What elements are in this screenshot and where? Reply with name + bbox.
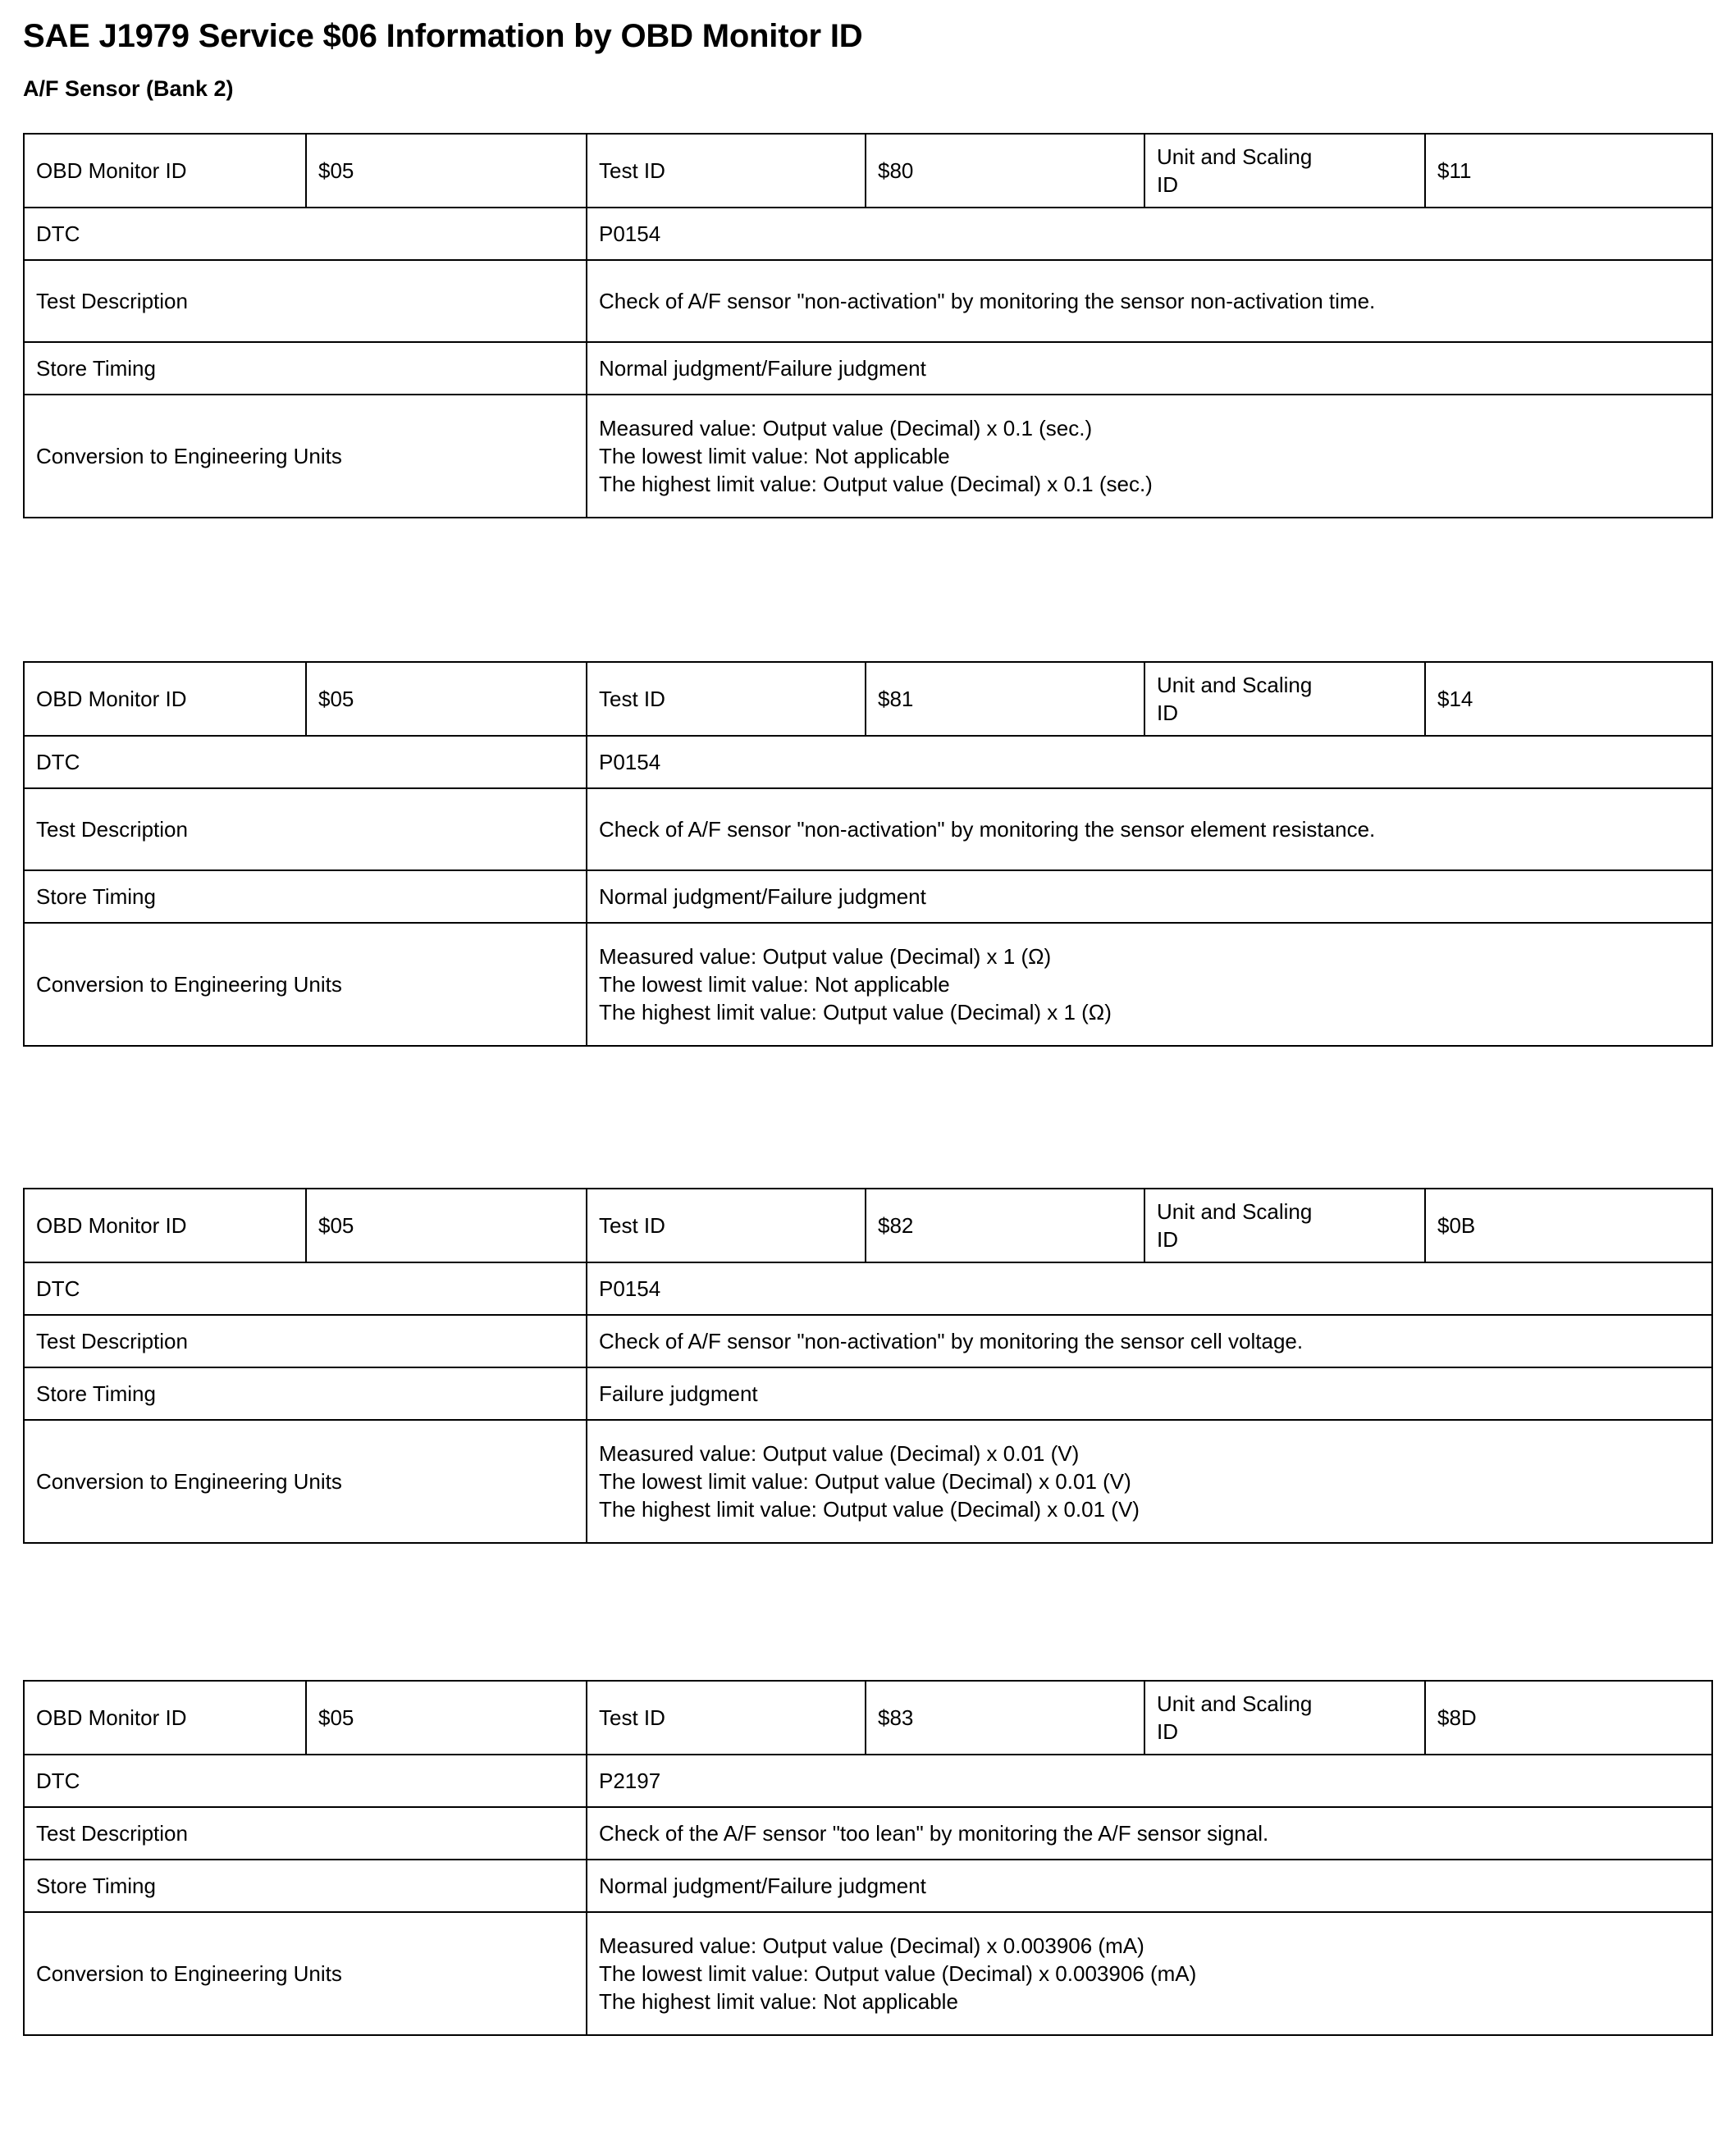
label-test-description: Test Description: [23, 787, 587, 871]
label-conversion: Conversion to Engineering Units: [23, 1911, 587, 2036]
table-row: OBD Monitor ID $05 Test ID $80 Unit and …: [23, 133, 1713, 208]
label-test-id: Test ID: [586, 661, 866, 737]
value-obd-monitor-id: $05: [305, 661, 587, 737]
table-row: Test Description Check of A/F sensor "no…: [23, 259, 1713, 343]
value-obd-monitor-id: $05: [305, 133, 587, 208]
value-conversion: Measured value: Output value (Decimal) x…: [586, 1419, 1713, 1544]
value-test-description: Check of A/F sensor "non-activation" by …: [586, 1314, 1713, 1368]
value-test-id: $81: [865, 661, 1145, 737]
value-test-description: Check of A/F sensor "non-activation" by …: [586, 259, 1713, 343]
table-row: Store Timing Normal judgment/Failure jud…: [23, 869, 1713, 924]
table-row: Store Timing Normal judgment/Failure jud…: [23, 1859, 1713, 1913]
value-unit-and-scaling-id: $11: [1424, 133, 1713, 208]
table-row: OBD Monitor ID $05 Test ID $82 Unit and …: [23, 1188, 1713, 1263]
value-obd-monitor-id: $05: [305, 1680, 587, 1755]
page-title: SAE J1979 Service $06 Information by OBD…: [23, 18, 863, 54]
value-store-timing: Normal judgment/Failure judgment: [586, 869, 1713, 924]
label-dtc: DTC: [23, 1262, 587, 1316]
label-test-id: Test ID: [586, 133, 866, 208]
table-row: Store Timing Failure judgment: [23, 1367, 1713, 1421]
value-dtc: P0154: [586, 735, 1713, 789]
value-test-description: Check of the A/F sensor "too lean" by mo…: [586, 1806, 1713, 1860]
table-row: Conversion to Engineering Units Measured…: [23, 1419, 1713, 1544]
value-store-timing: Failure judgment: [586, 1367, 1713, 1421]
label-conversion: Conversion to Engineering Units: [23, 394, 587, 518]
value-test-description: Check of A/F sensor "non-activation" by …: [586, 787, 1713, 871]
monitor-table-1: OBD Monitor ID $05 Test ID $80 Unit and …: [23, 133, 1713, 518]
table-row: Conversion to Engineering Units Measured…: [23, 1911, 1713, 2036]
label-obd-monitor-id: OBD Monitor ID: [23, 133, 307, 208]
label-store-timing: Store Timing: [23, 869, 587, 924]
label-conversion: Conversion to Engineering Units: [23, 1419, 587, 1544]
table-row: DTC P0154: [23, 207, 1713, 261]
table-row: Test Description Check of A/F sensor "no…: [23, 1314, 1713, 1368]
label-unit-and-scaling-id: Unit and Scaling ID: [1144, 133, 1426, 208]
label-unit-and-scaling-id: Unit and Scaling ID: [1144, 1188, 1426, 1263]
value-obd-monitor-id: $05: [305, 1188, 587, 1263]
value-dtc: P2197: [586, 1754, 1713, 1808]
label-test-id: Test ID: [586, 1680, 866, 1755]
value-unit-and-scaling-id: $8D: [1424, 1680, 1713, 1755]
label-test-description: Test Description: [23, 1314, 587, 1368]
table-row: Conversion to Engineering Units Measured…: [23, 922, 1713, 1047]
label-store-timing: Store Timing: [23, 1859, 587, 1913]
value-conversion: Measured value: Output value (Decimal) x…: [586, 1911, 1713, 2036]
value-unit-and-scaling-id: $0B: [1424, 1188, 1713, 1263]
value-dtc: P0154: [586, 1262, 1713, 1316]
table-row: DTC P0154: [23, 735, 1713, 789]
label-dtc: DTC: [23, 1754, 587, 1808]
label-obd-monitor-id: OBD Monitor ID: [23, 1188, 307, 1263]
label-conversion: Conversion to Engineering Units: [23, 922, 587, 1047]
label-unit-and-scaling-id: Unit and Scaling ID: [1144, 1680, 1426, 1755]
table-row: Test Description Check of A/F sensor "no…: [23, 787, 1713, 871]
table-row: Store Timing Normal judgment/Failure jud…: [23, 341, 1713, 395]
value-conversion: Measured value: Output value (Decimal) x…: [586, 922, 1713, 1047]
table-row: Conversion to Engineering Units Measured…: [23, 394, 1713, 518]
label-test-id: Test ID: [586, 1188, 866, 1263]
value-store-timing: Normal judgment/Failure judgment: [586, 1859, 1713, 1913]
monitor-table-4: OBD Monitor ID $05 Test ID $83 Unit and …: [23, 1680, 1713, 2036]
table-row: OBD Monitor ID $05 Test ID $81 Unit and …: [23, 661, 1713, 737]
value-conversion: Measured value: Output value (Decimal) x…: [586, 394, 1713, 518]
table-row: DTC P0154: [23, 1262, 1713, 1316]
table-row: OBD Monitor ID $05 Test ID $83 Unit and …: [23, 1680, 1713, 1755]
value-test-id: $82: [865, 1188, 1145, 1263]
value-unit-and-scaling-id: $14: [1424, 661, 1713, 737]
label-obd-monitor-id: OBD Monitor ID: [23, 661, 307, 737]
label-obd-monitor-id: OBD Monitor ID: [23, 1680, 307, 1755]
table-row: Test Description Check of the A/F sensor…: [23, 1806, 1713, 1860]
page-subtitle: A/F Sensor (Bank 2): [23, 76, 234, 101]
label-unit-and-scaling-id: Unit and Scaling ID: [1144, 661, 1426, 737]
value-test-id: $83: [865, 1680, 1145, 1755]
monitor-table-3: OBD Monitor ID $05 Test ID $82 Unit and …: [23, 1188, 1713, 1544]
monitor-table-2: OBD Monitor ID $05 Test ID $81 Unit and …: [23, 661, 1713, 1047]
label-dtc: DTC: [23, 735, 587, 789]
label-test-description: Test Description: [23, 259, 587, 343]
value-store-timing: Normal judgment/Failure judgment: [586, 341, 1713, 395]
value-dtc: P0154: [586, 207, 1713, 261]
label-store-timing: Store Timing: [23, 341, 587, 395]
table-row: DTC P2197: [23, 1754, 1713, 1808]
label-dtc: DTC: [23, 207, 587, 261]
label-test-description: Test Description: [23, 1806, 587, 1860]
value-test-id: $80: [865, 133, 1145, 208]
label-store-timing: Store Timing: [23, 1367, 587, 1421]
